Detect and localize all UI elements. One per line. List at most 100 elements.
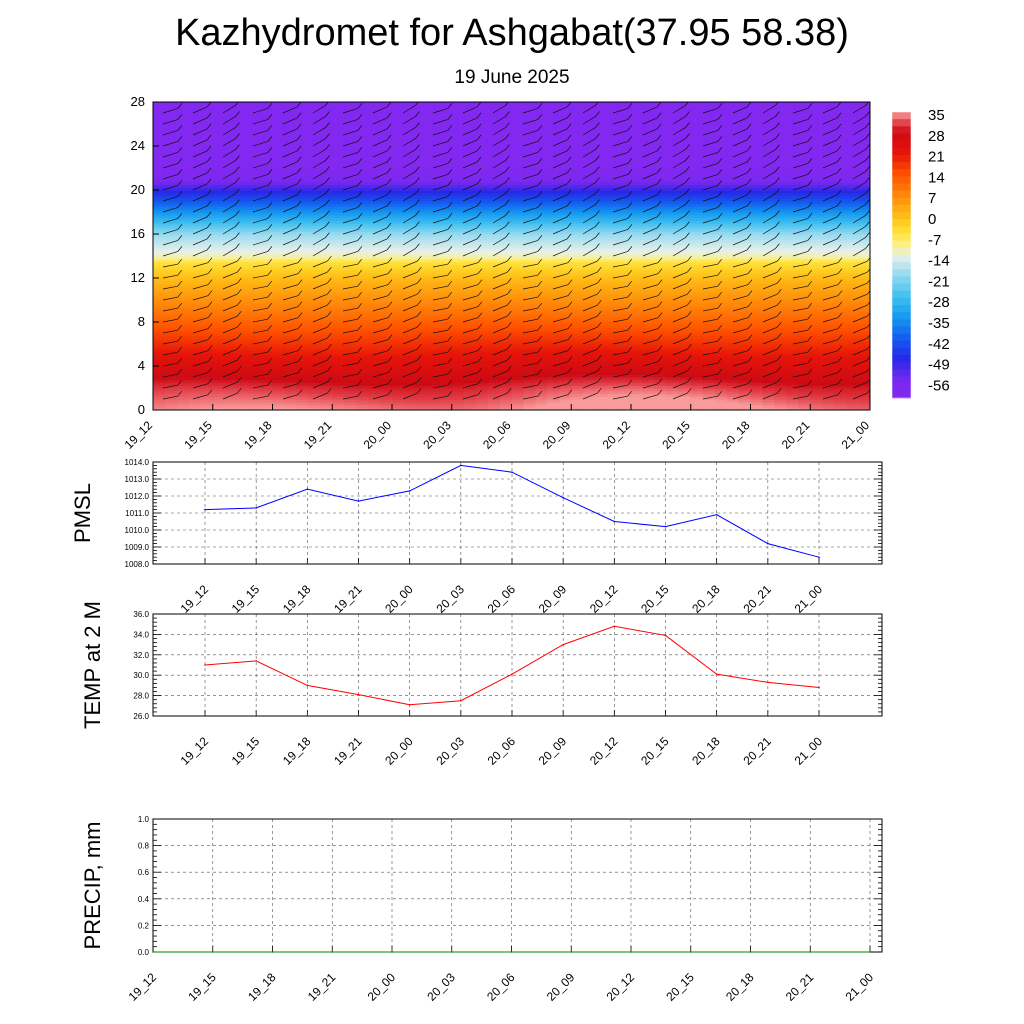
heatmap-cell xyxy=(858,341,870,345)
heatmap-cell xyxy=(439,294,453,298)
heatmap-cell xyxy=(750,236,764,241)
heatmap-cell xyxy=(188,179,202,183)
heatmap-cell xyxy=(427,324,441,329)
heatmap-cell xyxy=(702,225,716,230)
heatmap-cell xyxy=(511,388,525,392)
heatmap-cell xyxy=(487,278,501,282)
heatmap-cell xyxy=(260,278,274,282)
heatmap-cell xyxy=(403,401,417,406)
heatmap-cell xyxy=(858,346,870,351)
heatmap-cell xyxy=(427,330,441,334)
heatmap-cell xyxy=(774,319,787,323)
heatmap-cell xyxy=(595,357,608,362)
heatmap-cell xyxy=(272,385,286,389)
heatmap-cell xyxy=(296,368,309,373)
heatmap-cell xyxy=(248,319,262,323)
heatmap-cell xyxy=(296,379,309,384)
heatmap-cell xyxy=(260,371,274,375)
heatmap-cell xyxy=(260,308,274,312)
heatmap-cell xyxy=(834,327,847,331)
heatmap-cell xyxy=(678,267,692,271)
heatmap-cell xyxy=(392,368,405,373)
heatmap-cell xyxy=(714,267,728,271)
heatmap-cell xyxy=(284,396,297,400)
heatmap-cell xyxy=(380,181,393,186)
heatmap-cell xyxy=(726,330,740,334)
heatmap-cell xyxy=(439,209,453,213)
heatmap-cell xyxy=(822,374,835,378)
heatmap-cell xyxy=(846,327,859,331)
heatmap-cell xyxy=(200,220,214,224)
heatmap-cell xyxy=(380,258,393,263)
heatmap-cell xyxy=(642,264,656,268)
heatmap-cell xyxy=(356,407,369,410)
heatmap-cell xyxy=(415,330,429,334)
heatmap-cell xyxy=(858,360,870,364)
heatmap-cell xyxy=(822,349,835,353)
heatmap-cell xyxy=(726,201,740,205)
heatmap-cell xyxy=(260,297,274,301)
heatmap-cell xyxy=(188,283,202,287)
heatmap-cell xyxy=(380,407,393,410)
heatmap-cell xyxy=(810,195,823,199)
heatmap-cell xyxy=(702,335,716,340)
heatmap-cell xyxy=(666,385,680,389)
heatmap-cell xyxy=(487,338,501,342)
heatmap-cell xyxy=(200,379,214,384)
heatmap-cell xyxy=(846,269,859,274)
heatmap-cell xyxy=(798,355,811,359)
heatmap-cell xyxy=(511,239,525,243)
heatmap-cell xyxy=(248,203,262,208)
heatmap-cell xyxy=(642,192,656,197)
heatmap-cell xyxy=(559,206,572,210)
heatmap-cell xyxy=(690,272,704,276)
heatmap-cell xyxy=(499,234,513,238)
heatmap-cell xyxy=(523,280,536,285)
heatmap-cell xyxy=(690,379,704,384)
heatmap-cell xyxy=(356,330,369,334)
heatmap-cell xyxy=(547,357,560,362)
heatmap-cell xyxy=(738,239,752,243)
heatmap-cell xyxy=(284,195,297,199)
heatmap-cell xyxy=(451,371,465,375)
heatmap-cell xyxy=(642,198,656,202)
heatmap-cell xyxy=(153,245,166,249)
heatmap-cell xyxy=(296,302,309,307)
heatmap-cell xyxy=(631,212,644,216)
heatmap-cell xyxy=(798,225,811,230)
heatmap-cell xyxy=(547,355,560,359)
heatmap-cell xyxy=(559,335,572,340)
heatmap-cell xyxy=(762,220,775,224)
heatmap-cell xyxy=(332,382,345,386)
heatmap-cell xyxy=(332,192,345,197)
heatmap-cell xyxy=(499,228,513,232)
heatmap-cell xyxy=(666,223,680,227)
heatmap-cell xyxy=(714,286,728,290)
heatmap-cell xyxy=(690,190,704,194)
heatmap-cell xyxy=(834,190,847,194)
heatmap-cell xyxy=(403,250,417,254)
heatmap-cell xyxy=(320,379,333,384)
heatmap-cell xyxy=(547,379,560,384)
heatmap-cell xyxy=(320,195,333,199)
heatmap-cell xyxy=(607,239,620,243)
heatmap-cell xyxy=(308,404,321,408)
heatmap-cell xyxy=(642,346,656,351)
heatmap-cell xyxy=(810,368,823,373)
heatmap-cell xyxy=(380,198,393,202)
heatmap-cell xyxy=(846,407,859,410)
heatmap-cell xyxy=(236,327,250,331)
heatmap-cell xyxy=(487,258,501,263)
heatmap-cell xyxy=(260,275,274,279)
heatmap-cell xyxy=(690,377,704,381)
heatmap-cell xyxy=(619,264,632,268)
heatmap-cell xyxy=(236,366,250,370)
heatmap-cell xyxy=(320,198,333,202)
heatmap-cell xyxy=(368,286,381,290)
heatmap-cell xyxy=(738,258,752,263)
heatmap-cell xyxy=(284,267,297,271)
heatmap-cell xyxy=(368,363,381,367)
heatmap-cell xyxy=(499,264,513,268)
heatmap-cell xyxy=(822,338,835,342)
heatmap-cell xyxy=(320,300,333,304)
